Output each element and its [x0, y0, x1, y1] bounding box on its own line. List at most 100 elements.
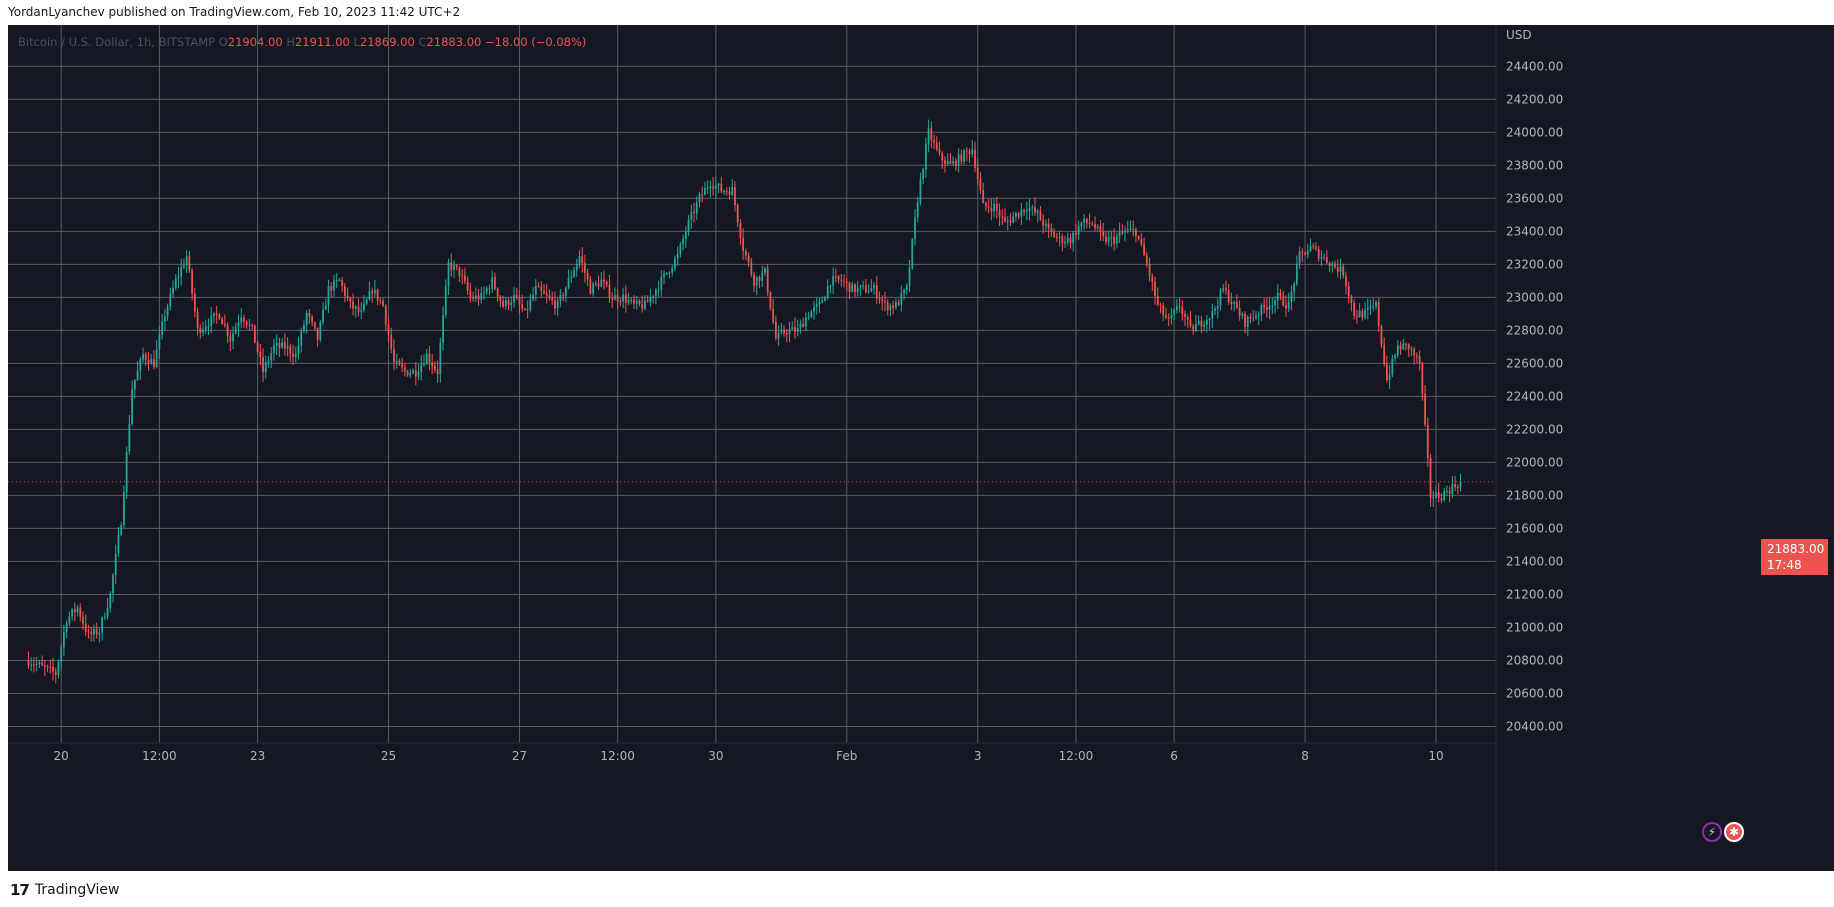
price-tick-label: 24200.00: [1506, 92, 1563, 106]
candle-body: [1437, 492, 1440, 499]
candle-body: [630, 299, 633, 301]
chart-area[interactable]: 20400.00 20600.00 20800.00 21000.00 21200.00…: [8, 25, 1834, 871]
candle-body: [76, 607, 79, 613]
candle-body: [957, 154, 960, 166]
candle-body: [49, 666, 52, 668]
candle-body: [1115, 236, 1118, 244]
time-tick-label: 30: [708, 749, 723, 763]
candle-body: [829, 285, 832, 287]
candle-body: [1372, 306, 1375, 308]
candle-body: [562, 295, 565, 297]
candle-body: [1178, 306, 1181, 308]
candle-body: [131, 389, 134, 424]
candle-body: [1347, 285, 1350, 297]
candle-body: [799, 323, 802, 329]
time-axis[interactable]: 20 12:00 23 25 27 12:00 30 Feb 3 12:00 6 8 10: [54, 749, 1444, 763]
candle-body: [1440, 498, 1443, 501]
candle-body: [1317, 248, 1320, 259]
candle-body: [911, 239, 914, 268]
candle-body: [646, 300, 649, 302]
candle-body: [469, 290, 472, 297]
high-value: 21911.00: [294, 35, 350, 49]
candle-body: [357, 306, 360, 312]
last-price-badge: 21883.00 17:48: [1761, 539, 1828, 575]
candle-body: [1394, 355, 1396, 359]
candle-body: [316, 328, 319, 340]
candle-body: [464, 275, 466, 282]
candle-body: [253, 325, 256, 343]
candle-body: [1151, 275, 1154, 282]
candle-body: [52, 666, 54, 672]
candle-body: [1361, 310, 1364, 318]
price-tick-label: 21600.00: [1506, 521, 1563, 535]
candle-body: [949, 161, 952, 164]
candle-body: [900, 293, 903, 305]
price-axis[interactable]: 20400.00 20600.00 20800.00 21000.00 21200.00…: [1506, 59, 1563, 733]
candle-body: [619, 301, 622, 303]
candle-body: [60, 647, 63, 662]
candle-body: [363, 303, 365, 311]
candle-body: [71, 609, 74, 617]
candle-body: [1244, 313, 1246, 327]
candle-body: [425, 353, 428, 365]
candle-body: [240, 317, 243, 323]
price-tick-label: 20800.00: [1506, 653, 1563, 667]
candle-body: [1145, 255, 1148, 264]
candle-body: [878, 297, 881, 300]
candle-body: [90, 632, 93, 635]
candle-body: [1058, 236, 1061, 238]
axis-borders: [8, 25, 1497, 871]
candle-body: [139, 359, 142, 371]
candle-body: [1148, 263, 1151, 276]
candle-body: [734, 187, 736, 206]
candle-body: [1165, 314, 1167, 318]
candle-body: [223, 323, 226, 326]
candle-body: [1192, 325, 1195, 332]
candle-body: [1364, 309, 1366, 318]
candle-body: [728, 191, 731, 195]
candle-body: [995, 203, 998, 211]
candle-body: [109, 593, 112, 608]
candle-body: [663, 273, 665, 277]
price-tick-label: 20400.00: [1506, 719, 1563, 733]
candle-body: [1006, 220, 1009, 222]
candle-body: [1413, 348, 1416, 356]
candle-body: [79, 607, 82, 617]
candle-body: [1405, 343, 1407, 345]
bolt-icon[interactable]: ⚡: [1702, 822, 1722, 842]
candle-body: [638, 300, 641, 305]
candle-body: [1099, 226, 1102, 232]
candle-body: [824, 297, 826, 301]
candle-body: [1055, 236, 1058, 238]
candle-body: [1012, 216, 1015, 223]
time-tick-label: Feb: [836, 749, 857, 763]
candle-body: [303, 324, 305, 331]
price-tick-label: 22000.00: [1506, 455, 1563, 469]
candle-body: [1227, 290, 1230, 303]
candle-body: [813, 307, 815, 312]
candle-body: [191, 270, 194, 294]
candle-body: [1339, 266, 1342, 272]
candle-body: [147, 359, 150, 364]
candle-body: [720, 183, 723, 192]
candle-body: [687, 219, 690, 233]
candle-body: [133, 379, 136, 390]
price-chart[interactable]: 20400.00 20600.00 20800.00 21000.00 21200.00…: [8, 25, 1834, 871]
candle-body: [1088, 223, 1091, 225]
candle-body: [1252, 317, 1255, 319]
candle-body: [526, 308, 529, 310]
candle-body: [1077, 226, 1080, 235]
candle-body: [477, 295, 480, 300]
us-flag-icon[interactable]: ✱: [1724, 822, 1744, 842]
price-tick-label: 22800.00: [1506, 323, 1563, 337]
candle-body: [174, 278, 177, 288]
candle-body: [1435, 492, 1437, 498]
candle-body: [1181, 307, 1184, 315]
candle-body: [237, 322, 240, 328]
close-label: C: [418, 35, 427, 49]
candle-body: [1154, 281, 1156, 296]
candle-body: [54, 671, 57, 675]
candle-body: [1380, 326, 1383, 345]
candle-body: [226, 325, 229, 337]
candle-body: [1391, 358, 1394, 375]
